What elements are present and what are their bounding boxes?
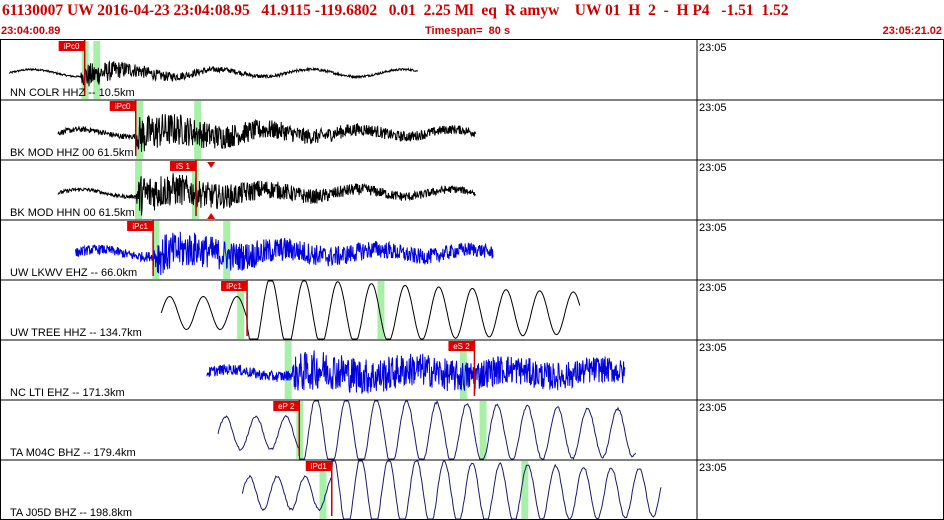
station-label: NN COLR HHZ -- 10.5km <box>10 87 135 99</box>
pick-label: iPc0 <box>64 42 80 51</box>
pick-label: iPd1 <box>311 462 328 471</box>
pick-flag[interactable] <box>448 341 475 351</box>
waveform-trace[interactable] <box>160 280 581 340</box>
waveform-trace[interactable] <box>206 350 626 394</box>
waveform-trace[interactable] <box>241 460 662 520</box>
analysis-window <box>479 401 487 459</box>
minute-tick-label: 23:05 <box>699 402 727 414</box>
station-label: NC LTI EHZ -- 171.3km <box>10 387 125 399</box>
waveform-trace[interactable] <box>57 173 476 216</box>
minute-tick-label: 23:05 <box>699 42 727 54</box>
end-time: 23:05:21.02 <box>882 25 942 37</box>
pick-label: eS 2 <box>453 342 470 351</box>
minute-tick-label: 23:05 <box>699 102 727 114</box>
analysis-window <box>284 341 292 399</box>
analysis-window <box>223 221 231 279</box>
theoretical-arrival-marker[interactable] <box>207 162 216 168</box>
pick-flag[interactable] <box>170 161 197 171</box>
station-label: UW TREE HHZ -- 134.7km <box>10 327 142 339</box>
station-label: BK MOD HHN 00 61.5km <box>10 207 135 219</box>
pick-flag[interactable] <box>58 41 85 51</box>
station-label: BK MOD HHZ 00 61.5km <box>10 147 133 159</box>
pick-flag[interactable] <box>127 221 154 231</box>
waveform-trace[interactable] <box>8 60 419 88</box>
pick-flag[interactable] <box>305 461 332 471</box>
station-label: TA M04C BHZ -- 179.4km <box>10 447 136 459</box>
pick-flag[interactable] <box>221 281 248 291</box>
station-label: TA J05D BHZ -- 198.8km <box>10 507 132 519</box>
pick-flag[interactable] <box>109 101 136 111</box>
pick-flag[interactable] <box>273 401 300 411</box>
pick-label: iPc1 <box>226 282 242 291</box>
analysis-window <box>319 461 327 519</box>
pick-label: iPc1 <box>132 222 148 231</box>
header: 61130007 UW 2016-04-23 23:04:08.95 41.91… <box>0 0 944 40</box>
minute-tick-label: 23:05 <box>699 342 727 354</box>
pick-label: eP 2 <box>278 402 295 411</box>
analysis-window <box>521 461 529 519</box>
minute-tick-label: 23:05 <box>699 462 727 474</box>
analysis-window <box>152 221 160 279</box>
timespan-label: Timespan= 80 s <box>425 25 511 37</box>
waveform-trace[interactable] <box>217 400 637 460</box>
pick-label: iPc0 <box>115 102 131 111</box>
analysis-window <box>237 281 245 339</box>
minute-tick-label: 23:05 <box>699 162 727 174</box>
waveform-trace[interactable] <box>57 114 477 152</box>
event-title: 61130007 UW 2016-04-23 23:04:08.95 41.91… <box>2 2 789 19</box>
analysis-window <box>377 281 385 339</box>
start-time: 23:04:00.89 <box>1 25 61 37</box>
waveform-trace[interactable] <box>74 231 494 276</box>
minute-tick-label: 23:05 <box>699 282 727 294</box>
pick-label: iS 1 <box>176 162 190 171</box>
theoretical-arrival-marker[interactable] <box>207 213 216 219</box>
station-label: UW LKWV EHZ -- 66.0km <box>10 267 137 279</box>
minute-tick-label: 23:05 <box>699 222 727 234</box>
analysis-window <box>194 101 202 159</box>
